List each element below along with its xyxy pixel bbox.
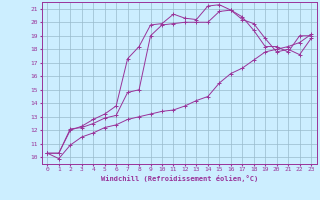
X-axis label: Windchill (Refroidissement éolien,°C): Windchill (Refroidissement éolien,°C) <box>100 175 258 182</box>
